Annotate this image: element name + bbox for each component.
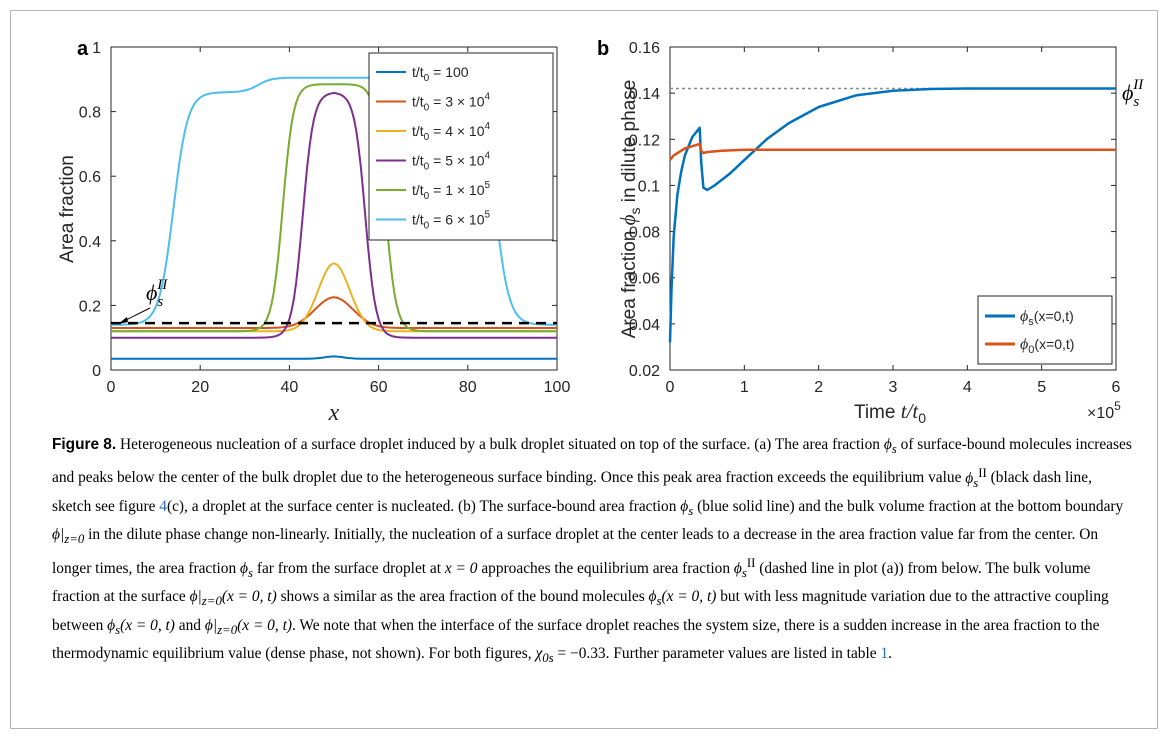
panel-b-annotation: ϕsII [1122,77,1144,110]
panel-b-letter: b [597,38,609,60]
a-series-line-0 [111,355,557,360]
panel-b-x-multiplier: ×105 [1087,399,1121,422]
panel-a-annotation: ϕsII [146,277,168,310]
panel-a-arrow-head [118,317,128,324]
a-legend-label-5: t/t0 = 6 × 105 [412,210,491,232]
a-ytick-label-5: 1 [92,40,101,57]
a-ytick-label-3: 0.6 [79,169,101,186]
a-series-line-3 [111,91,557,339]
a-legend-label-4: t/t0 = 1 × 105 [412,180,491,202]
panel-b-xlabel: Time t/t0 [854,399,926,426]
b-ytick-label-4: 0.1 [638,178,660,195]
a-legend-label-1: t/t0 = 3 × 104 [412,92,491,114]
figure-caption: Figure 8. Heterogeneous nucleation of a … [52,436,1132,665]
panel-a-legend: t/t0 = 100 t/t0 = 3 × 104 t/t0 = 4 × 104 t/… [368,52,554,241]
b-ytick-label-5: 0.12 [629,132,660,149]
panel-a-ticks: 0 20 40 60 80 100 0 0.2 0.4 0.6 0.8 1 [79,40,571,396]
a-series-line-1 [111,296,557,329]
b-xtick-label-6: 6 [1112,379,1121,396]
figure-frame [10,10,1158,729]
a-series-line-4 [111,83,557,333]
a-ytick-label-2: 0.4 [79,234,101,251]
a-xtick-label-5: 100 [544,379,571,396]
b-xtick-label-3: 3 [889,379,898,396]
panel-b-legend: ϕs(x=0,t) ϕ0(x=0,t) [977,295,1113,365]
panel-b-curves [668,87,1116,343]
a-ytick-label-1: 0.2 [79,298,101,315]
b-ytick-label-2: 0.06 [629,271,660,288]
b-ytick-label-1: 0.04 [629,317,660,334]
figure-label: Figure 8. [52,436,117,453]
panel-b-chart: b 0 1 2 3 4 5 6 0.02 0.04 0.06 0.08 0.1 0.12 0.14 0.16… [597,38,1144,426]
b-series-line-1 [669,142,1116,161]
b-ytick-label-3: 0.08 [629,225,660,242]
a-legend-label-3: t/t0 = 5 × 104 [412,151,491,173]
panel-a-curves [111,76,557,360]
a-xtick-label-3: 60 [370,379,388,396]
b-ytick-label-0: 0.02 [629,363,660,380]
panel-b-ticks: 0 1 2 3 4 5 6 0.02 0.04 0.06 0.08 0.1 0.12 0.14 0.16 [629,40,1121,396]
a-ytick-label-0: 0 [92,363,101,380]
a-legend-label-2: t/t0 = 4 × 104 [412,121,491,143]
panel-a-letter: a [77,38,89,60]
figure-ref-link[interactable]: 4 [159,497,167,515]
panel-a-xlabel: x [328,400,340,426]
panel-a-ylabel: Area fraction [57,155,78,263]
a-legend-label-0: t/t0 = 100 [412,64,469,84]
a-ytick-label-4: 0.8 [79,105,101,122]
a-xtick-label-2: 40 [281,379,299,396]
a-xtick-label-1: 20 [191,379,209,396]
b-xtick-label-5: 5 [1037,379,1046,396]
a-xtick-label-4: 80 [459,379,477,396]
b-xtick-label-2: 2 [814,379,823,396]
table-ref-link[interactable]: 1 [880,644,889,662]
a-xtick-label-0: 0 [107,379,116,396]
b-ytick-label-7: 0.16 [629,40,660,57]
b-xtick-label-4: 4 [963,379,972,396]
b-ytick-label-6: 0.14 [629,86,660,103]
legend-label-phi-0: ϕ0(x=0,t) [1020,336,1074,356]
panel-a-chart: a 0 20 40 60 80 100 0 0.2 0.4 0.6 0.8 1 ϕsII Area f… [57,38,571,426]
legend-label-phi-s: ϕs(x=0,t) [1020,308,1074,328]
b-xtick-label-0: 0 [666,379,675,396]
panel-b-ylabel: Area fraction ϕs in dilute phase [616,80,643,339]
b-xtick-label-1: 1 [740,379,749,396]
b-series-line-0 [668,87,1116,343]
